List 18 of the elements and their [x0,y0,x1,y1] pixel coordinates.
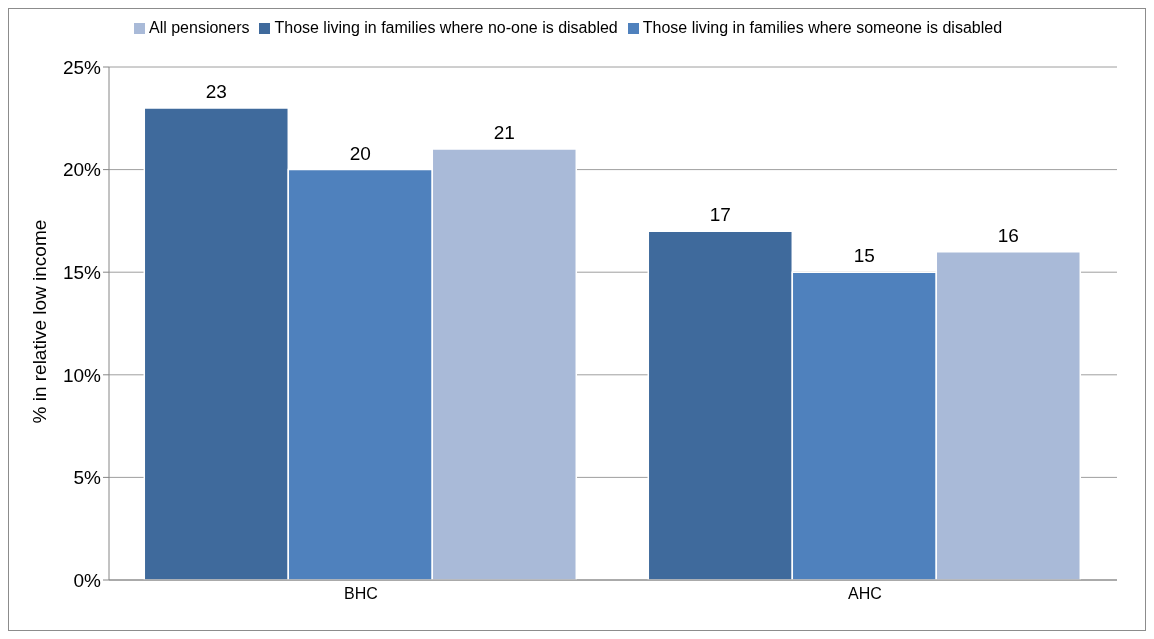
y-tick-label: 15% [62,261,102,283]
legend-label: Those living in families where someone is disabled [642,19,1003,36]
legend-label: Those living in families where no-one is disabled [274,19,618,36]
x-tick-label: BHC [344,585,378,603]
x-tick-label: AHC [848,585,882,603]
y-tick-label: 5% [73,467,102,489]
data-label: 16 [997,224,1019,246]
data-label: 15 [853,245,875,267]
y-tick-label: 25% [62,56,102,78]
y-tick-label: 20% [62,159,102,181]
legend-label: All pensioners [148,19,250,36]
y-axis-title: % in relative low income [28,219,50,424]
data-label: 20 [349,142,371,164]
data-label: 17 [709,204,731,226]
y-tick-label: 0% [73,569,102,591]
data-label: 23 [205,81,227,103]
data-label: 21 [493,122,515,144]
y-tick-label: 10% [62,364,102,386]
